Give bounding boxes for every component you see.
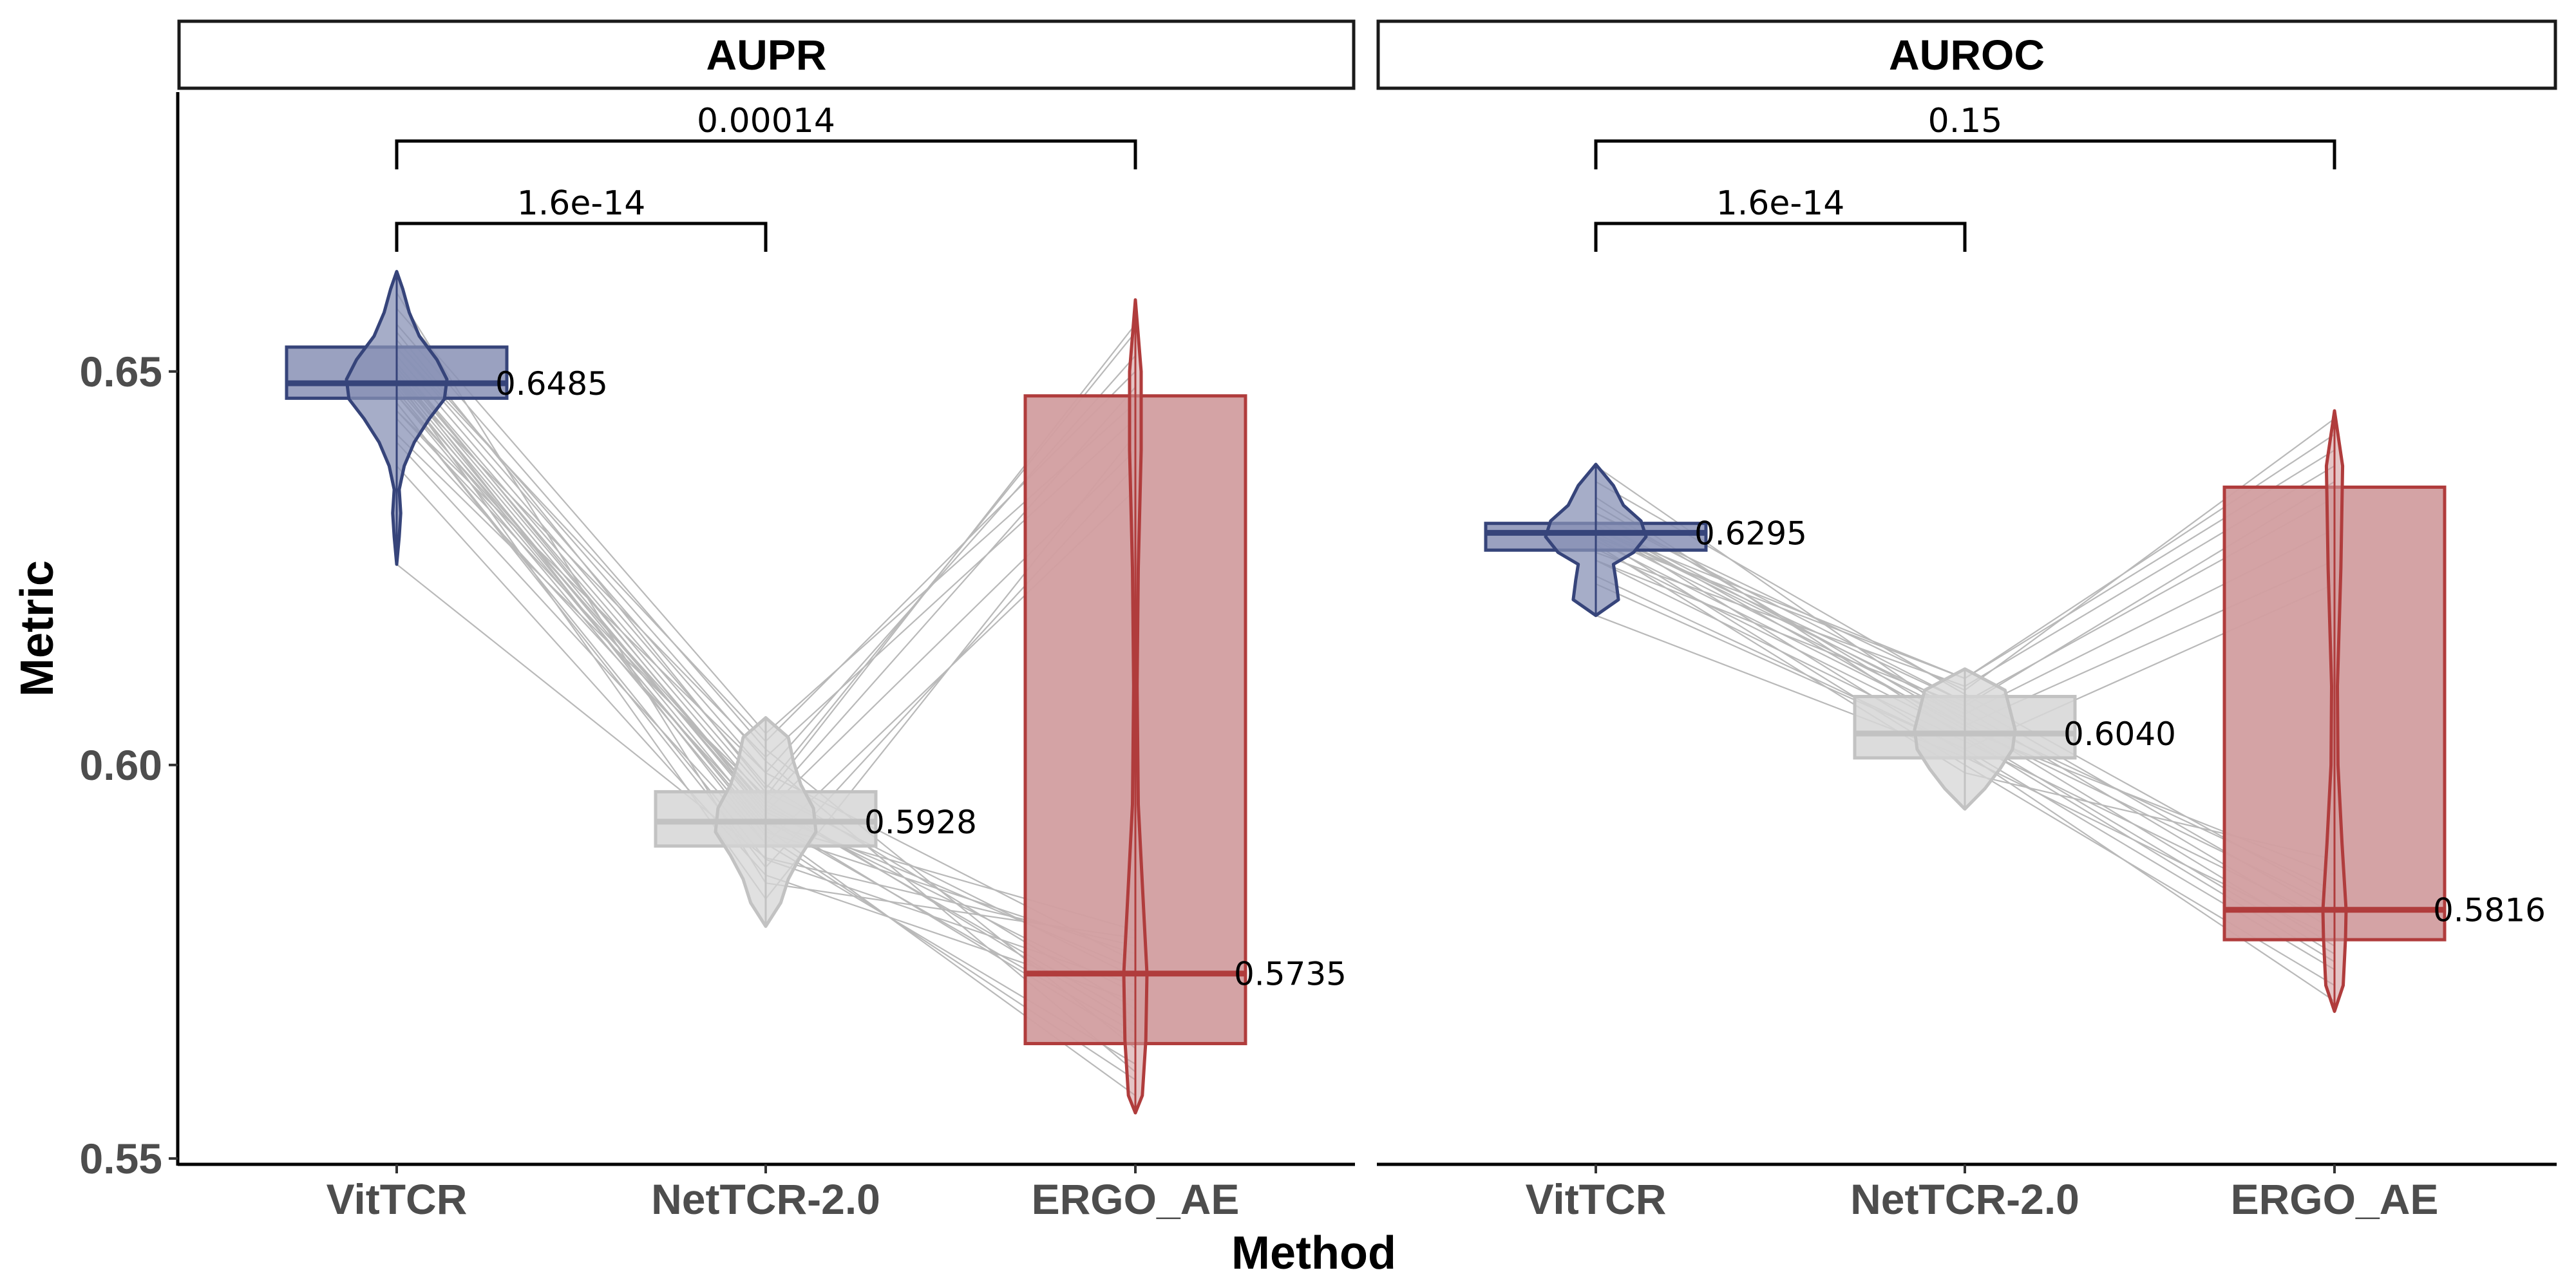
- median-value-label: 0.6295: [1694, 515, 1807, 552]
- y-tick-label: 0.55: [80, 1135, 162, 1182]
- y-tick-label: 0.65: [80, 348, 162, 395]
- significance-brackets: 1.6e-14 0.00014: [395, 102, 1137, 252]
- panel-aupr: AUPR 0.6485 VitTCR 0.5928 NetTCR-2.0 0.5735 ER…: [177, 19, 1356, 1223]
- median-value-label: 0.6040: [2063, 715, 2176, 753]
- y-axis-title: Metric: [12, 560, 63, 697]
- x-tick-label: VitTCR: [327, 1175, 468, 1223]
- x-tick-label: ERGO_AE: [2231, 1175, 2439, 1223]
- group-vittcr: 0.6485 VitTCR: [285, 270, 608, 1223]
- y-tick-label: 0.60: [80, 741, 162, 789]
- x-axis-title: Method: [1231, 1227, 1396, 1279]
- panels-layer: AUPR 0.6485 VitTCR 0.5928 NetTCR-2.0 0.5735 ER…: [177, 19, 2557, 1223]
- significance-brackets: 1.6e-14 0.15: [1594, 102, 2336, 252]
- p-value-label: 1.6e-14: [517, 184, 646, 223]
- group-ergo-ae: 0.5735 ERGO_AE: [1023, 298, 1347, 1223]
- x-tick-label: NetTCR-2.0: [651, 1175, 880, 1223]
- significance-bracket: [1594, 222, 1967, 252]
- facet-strip-label: AUROC: [1889, 31, 2045, 79]
- median-value-label: 0.5928: [864, 804, 977, 841]
- x-tick-label: VitTCR: [1526, 1175, 1667, 1223]
- facet-strip-label: AUPR: [706, 31, 826, 79]
- group-ergo-ae: 0.5816 ERGO_AE: [2222, 409, 2546, 1223]
- group-vittcr: 0.6295 VitTCR: [1484, 462, 1807, 1223]
- facet-strip: [177, 19, 1356, 90]
- significance-bracket: [1594, 139, 2336, 169]
- p-value-label: 1.6e-14: [1716, 184, 1845, 223]
- facet-strip: [1376, 19, 2557, 90]
- median-value-label: 0.6485: [495, 365, 608, 402]
- group-nettcr-2-0: 0.5928 NetTCR-2.0: [651, 716, 977, 1223]
- median-value-label: 0.5735: [1234, 956, 1347, 993]
- p-value-label: 0.15: [1928, 102, 2003, 140]
- group-nettcr-2-0: 0.6040 NetTCR-2.0: [1850, 667, 2176, 1223]
- median-value-label: 0.5816: [2433, 892, 2546, 929]
- x-tick-label: ERGO_AE: [1032, 1175, 1240, 1223]
- significance-bracket: [395, 222, 768, 252]
- significance-bracket: [395, 139, 1137, 169]
- panel-auroc: AUROC 0.6295 VitTCR 0.6040 NetTCR-2.0 0.5816 E…: [1376, 19, 2557, 1223]
- y-axis: 0.55 0.60 0.65: [80, 348, 178, 1182]
- p-value-label: 0.00014: [697, 102, 835, 140]
- x-tick-label: NetTCR-2.0: [1850, 1175, 2079, 1223]
